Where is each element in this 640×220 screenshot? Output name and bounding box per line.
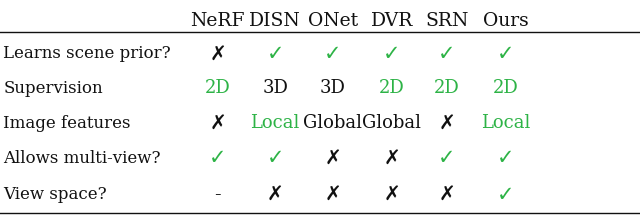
Text: ✓: ✓ [438, 44, 456, 64]
Text: Local: Local [481, 114, 531, 132]
Text: ✓: ✓ [266, 44, 284, 64]
Text: ✗: ✗ [383, 185, 400, 204]
Text: ✓: ✓ [497, 148, 515, 168]
Text: SRN: SRN [425, 12, 468, 30]
Text: NeRF: NeRF [190, 12, 245, 30]
Text: ✓: ✓ [497, 185, 515, 205]
Text: Global: Global [362, 114, 421, 132]
Text: 2D: 2D [434, 79, 460, 97]
Text: ✓: ✓ [383, 44, 401, 64]
Text: 2D: 2D [205, 79, 230, 97]
Text: 2D: 2D [379, 79, 404, 97]
Text: ✓: ✓ [497, 44, 515, 64]
Text: ✗: ✗ [383, 149, 400, 168]
Text: Local: Local [250, 114, 300, 132]
Text: ✓: ✓ [438, 148, 456, 168]
Text: ✗: ✗ [267, 185, 284, 204]
Text: ✓: ✓ [324, 44, 342, 64]
Text: ✓: ✓ [266, 148, 284, 168]
Text: ✗: ✗ [209, 44, 226, 63]
Text: ✗: ✗ [324, 185, 341, 204]
Text: ✗: ✗ [324, 149, 341, 168]
Text: ✓: ✓ [209, 148, 227, 168]
Text: 2D: 2D [493, 79, 518, 97]
Text: DISN: DISN [250, 12, 301, 30]
Text: Allows multi-view?: Allows multi-view? [3, 150, 161, 167]
Text: ONet: ONet [308, 12, 358, 30]
Text: ✗: ✗ [438, 185, 455, 204]
Text: -: - [214, 186, 221, 204]
Text: Image features: Image features [3, 115, 131, 132]
Text: ✗: ✗ [438, 114, 455, 133]
Text: 3D: 3D [320, 79, 346, 97]
Text: Global: Global [303, 114, 362, 132]
Text: Supervision: Supervision [3, 79, 103, 97]
Text: ✗: ✗ [209, 114, 226, 133]
Text: 3D: 3D [262, 79, 288, 97]
Text: DVR: DVR [371, 12, 413, 30]
Text: Ours: Ours [483, 12, 529, 30]
Text: Learns scene prior?: Learns scene prior? [3, 45, 171, 62]
Text: View space?: View space? [3, 186, 107, 203]
